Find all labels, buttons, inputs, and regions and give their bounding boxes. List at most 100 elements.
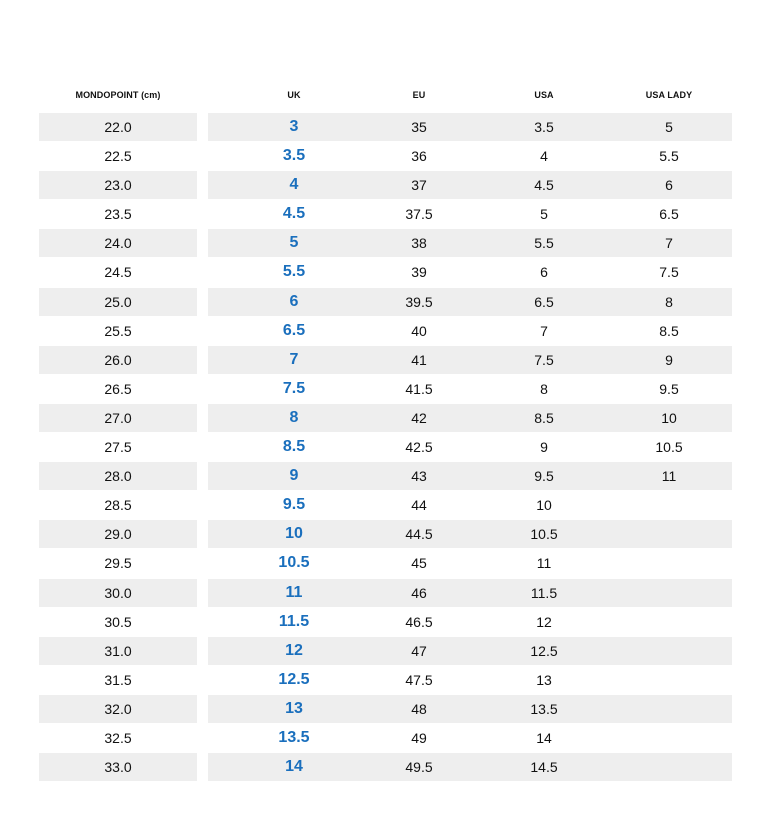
table-row: 31.0 12 47 12.5	[39, 636, 732, 666]
cell-mondopoint: 33.0	[104, 759, 132, 776]
cell-eu: 39	[411, 264, 427, 281]
cell-usa-lady	[609, 666, 729, 694]
cell-eu: 47	[411, 642, 427, 659]
cell-usa-lady: 5	[665, 119, 673, 135]
cell-usa: 12	[536, 613, 552, 630]
cell-usa: 5	[540, 206, 548, 223]
cell-usa: 13	[536, 671, 552, 688]
cell-mondopoint: 31.0	[104, 642, 132, 659]
cell-usa-lady: 10.5	[655, 439, 683, 456]
row-shade-right	[208, 636, 732, 665]
cell-eu: 49.5	[405, 759, 433, 776]
cell-uk: 9.5	[282, 496, 306, 514]
cell-eu: 46.5	[405, 613, 433, 630]
cell-uk: 7	[289, 350, 299, 368]
row-shade-left	[39, 171, 197, 200]
cell-mondopoint: 28.0	[104, 468, 132, 485]
cell-usa-lady	[609, 579, 729, 607]
cell-usa-lady: 7	[665, 235, 673, 252]
cell-usa: 3.5	[534, 119, 554, 135]
cell-usa-lady: 8	[665, 293, 673, 310]
row-shade-right	[208, 403, 732, 432]
cell-eu: 45	[411, 555, 427, 572]
cell-usa: 10	[536, 497, 552, 514]
table-row: 26.0 7 41 7.5 9	[39, 345, 732, 375]
table-row: 25.0 6 39.5 6.5 8	[39, 287, 732, 317]
row-shade-right	[208, 229, 732, 258]
cell-mondopoint: 24.0	[104, 235, 132, 252]
table-row: 29.5 10.5 45 11	[39, 549, 732, 578]
cell-uk: 5	[289, 234, 299, 252]
row-shade-right	[208, 345, 732, 374]
cell-usa: 7.5	[534, 351, 554, 368]
cell-usa: 14	[536, 729, 552, 746]
cell-uk: 11.5	[278, 612, 310, 630]
header-eu: EU	[412, 90, 426, 100]
row-shade-left	[39, 462, 197, 491]
cell-usa-lady	[609, 549, 729, 577]
cell-mondopoint: 23.0	[104, 177, 132, 194]
table-row: 30.0 11 46 11.5	[39, 578, 732, 608]
cell-usa-lady: 10	[661, 409, 677, 426]
cell-uk: 14	[285, 758, 303, 776]
row-shade-left	[39, 578, 197, 607]
cell-usa: 4	[540, 148, 548, 165]
cell-uk: 8	[289, 408, 299, 426]
cell-usa-lady: 8.5	[659, 322, 679, 339]
table-row: 22.0 3 35 3.5 5	[39, 113, 732, 142]
cell-eu: 41.5	[405, 380, 433, 397]
cell-usa-lady	[609, 637, 729, 665]
cell-eu: 43	[411, 468, 427, 485]
cell-eu: 37.5	[405, 206, 433, 223]
row-shade-left	[39, 113, 197, 141]
table-row: 24.5 5.5 39 6 7.5	[39, 258, 732, 287]
table-row: 22.5 3.5 36 4 5.5	[39, 142, 732, 171]
row-shade-right	[208, 287, 732, 316]
cell-usa-lady	[609, 753, 729, 781]
cell-eu: 41	[411, 351, 427, 368]
header-usa-lady: USA LADY	[645, 90, 693, 100]
header-uk: UK	[287, 90, 301, 100]
table-row: 29.0 10 44.5 10.5	[39, 520, 732, 549]
size-conversion-table: MONDOPOINT (cm) UK EU USA USA LADY 22.0 3…	[39, 85, 732, 782]
cell-mondopoint: 26.5	[104, 380, 132, 397]
cell-usa: 7	[540, 322, 548, 339]
cell-mondopoint: 30.0	[104, 584, 132, 601]
cell-usa: 5.5	[534, 235, 554, 252]
row-shade-left	[39, 345, 197, 374]
table-row: 23.5 4.5 37.5 5 6.5	[39, 200, 732, 229]
cell-uk: 10	[285, 525, 303, 543]
cell-eu: 39.5	[405, 293, 433, 310]
row-shade-right	[208, 462, 732, 491]
cell-mondopoint: 27.5	[104, 439, 132, 456]
cell-mondopoint: 29.5	[104, 555, 132, 572]
cell-usa: 11	[536, 555, 552, 572]
table-row: 26.5 7.5 41.5 8 9.5	[39, 375, 732, 404]
cell-usa-lady: 11	[661, 468, 677, 485]
cell-usa: 6.5	[534, 293, 554, 310]
cell-uk: 4	[289, 176, 299, 194]
row-shade-left	[39, 520, 197, 549]
cell-mondopoint: 28.5	[104, 497, 132, 514]
cell-usa-lady: 6	[665, 177, 673, 194]
row-shade-left	[39, 287, 197, 316]
cell-uk: 13	[285, 699, 303, 717]
cell-usa: 14.5	[530, 759, 558, 776]
cell-mondopoint: 32.5	[104, 729, 132, 746]
cell-usa: 8	[540, 380, 548, 397]
table-header: MONDOPOINT (cm) UK EU USA USA LADY	[39, 85, 732, 106]
table-row: 23.0 4 37 4.5 6	[39, 171, 732, 200]
cell-eu: 47.5	[405, 671, 433, 688]
cell-eu: 49	[411, 729, 427, 746]
cell-uk: 9	[289, 467, 299, 485]
cell-uk: 13.5	[278, 728, 310, 746]
cell-uk: 10.5	[278, 554, 310, 572]
cell-mondopoint: 31.5	[104, 671, 132, 688]
cell-usa: 4.5	[534, 177, 554, 194]
table-row: 27.0 8 42 8.5 10	[39, 403, 732, 433]
cell-mondopoint: 27.0	[104, 409, 132, 426]
cell-usa: 13.5	[530, 700, 558, 717]
cell-usa: 9	[540, 439, 548, 456]
cell-usa: 8.5	[534, 409, 554, 426]
cell-mondopoint: 25.0	[104, 293, 132, 310]
